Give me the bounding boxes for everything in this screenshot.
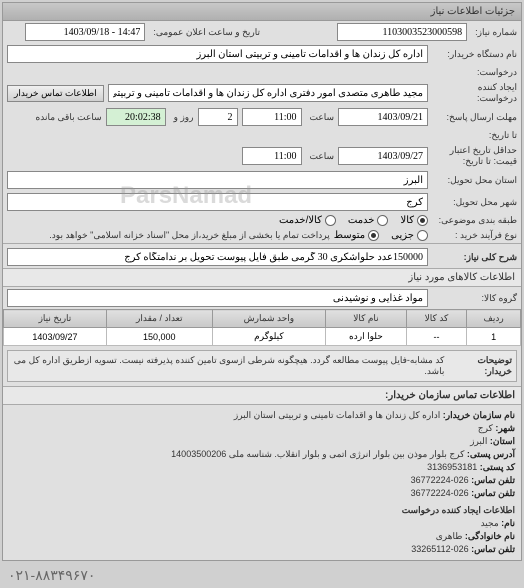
need-number-input[interactable] [337, 23, 467, 41]
td-row: 1 [467, 328, 521, 346]
phone-label: تلفن تماس: [471, 475, 515, 485]
time-label-2: ساعت [306, 151, 335, 162]
radio-goods-service-label: کالا/خدمت [279, 215, 322, 226]
buyer-desc-text: کد مشابه-فایل پیوست مطالعه گردد. هیچگونه… [12, 355, 444, 377]
payment-note: پرداخت تمام یا بخشی از مبلغ خرید،از محل … [7, 230, 330, 241]
creator-input[interactable] [108, 84, 428, 102]
buyer-name-label: نام دستگاه خریدار: [432, 49, 517, 60]
radio-medium-label: متوسط [334, 230, 365, 241]
request-label: درخواست: [432, 67, 517, 78]
days-value[interactable] [198, 108, 238, 126]
panel-title: جزئیات اطلاعات نیاز [3, 3, 521, 21]
buyer-name-input[interactable] [7, 45, 428, 63]
family-label: نام خانوادگی: [465, 531, 515, 541]
city-value: کرج [478, 423, 493, 433]
radio-service[interactable]: خدمت [348, 215, 389, 226]
th-unit: واحد شمارش [212, 310, 326, 328]
th-row: ردیف [467, 310, 521, 328]
delivery-province-input[interactable] [7, 171, 428, 189]
radio-medium-icon [368, 230, 379, 241]
validity-time[interactable] [242, 147, 302, 165]
buyer-desc-label: توضیحات خریدار: [444, 355, 512, 377]
radio-small[interactable]: جزیی [391, 230, 428, 241]
creator-label: ایجاد کننده درخواست: [432, 82, 517, 104]
fax-value: 026-36772224 [411, 488, 469, 498]
th-code: کد کالا [406, 310, 467, 328]
radio-goods-service[interactable]: کالا/خدمت [279, 215, 336, 226]
deadline-to-label: تا تاریخ: [432, 130, 517, 141]
group-label: گروه کالا: [432, 293, 517, 304]
creator-phone-value: 026-33265112 [411, 544, 468, 554]
delivery-city-input[interactable] [7, 193, 428, 211]
name-label: نام: [501, 518, 515, 528]
group-input[interactable] [7, 289, 428, 307]
subject-type-label: طبقه بندی موضوعی: [432, 215, 517, 226]
city-label: شهر: [495, 423, 515, 433]
need-details-panel: جزئیات اطلاعات نیاز شماره نیاز: تاریخ و … [2, 2, 522, 561]
contact-info-block: نام سازمان خریدار: اداره کل زندان ها و ا… [3, 405, 521, 560]
radio-goods-icon [417, 215, 428, 226]
td-qty: 150,000 [106, 328, 212, 346]
radio-goods[interactable]: کالا [400, 215, 428, 226]
time-label-1: ساعت [306, 112, 335, 123]
creator-phone-label: تلفن تماس: [471, 544, 515, 554]
radio-small-icon [417, 230, 428, 241]
name-value: مجید [481, 518, 499, 528]
validity-date[interactable] [338, 147, 428, 165]
remaining-label: ساعت باقی مانده [32, 112, 102, 123]
td-unit: کیلوگرم [212, 328, 326, 346]
phone-value: 026-36772224 [411, 475, 469, 485]
need-title-input[interactable] [7, 248, 428, 266]
postal-code-value: 3136953181 [427, 462, 477, 472]
buy-type-label: نوع فرآیند خرید : [432, 230, 517, 241]
remaining-time [106, 108, 166, 126]
th-qty: تعداد / مقدار [106, 310, 212, 328]
td-date: 1403/09/27 [4, 328, 107, 346]
radio-small-label: جزیی [391, 230, 414, 241]
creator-info-title: اطلاعات ایجاد کننده درخواست [9, 504, 515, 517]
validity-label: حداقل تاریخ اعتبار قیمت: تا تاریخ: [432, 145, 517, 167]
postal-address-value: کرج بلوار موذن بین بلوار انرژی اتمی و بل… [171, 449, 464, 459]
td-name: حلوا ارده [326, 328, 407, 346]
radio-service-label: خدمت [348, 215, 375, 226]
radio-goods-service-icon [325, 215, 336, 226]
td-code: -- [406, 328, 467, 346]
subject-type-radios: کالا خدمت کالا/خدمت [279, 215, 428, 226]
postal-address-label: آدرس پستی: [467, 449, 515, 459]
province-value: البرز [470, 436, 487, 446]
table-header-row: ردیف کد کالا نام کالا واحد شمارش تعداد /… [4, 310, 521, 328]
delivery-city-label: شهر محل تحویل: [432, 197, 517, 208]
goods-section-title: اطلاعات کالاهای مورد نیاز [3, 268, 521, 287]
days-label: روز و [170, 112, 194, 123]
deadline-from-time[interactable] [242, 108, 302, 126]
need-number-label: شماره نیاز: [471, 27, 517, 38]
deadline-from-label: مهلت ارسال پاسخ: [432, 112, 517, 123]
th-name: نام کالا [326, 310, 407, 328]
province-label: استان: [490, 436, 515, 446]
postal-code-label: کد پستی: [480, 462, 515, 472]
th-date: تاریخ نیاز [4, 310, 107, 328]
radio-service-icon [377, 215, 388, 226]
table-row[interactable]: 1 -- حلوا ارده کیلوگرم 150,000 1403/09/2… [4, 328, 521, 346]
contact-buyer-button[interactable]: اطلاعات تماس خریدار [7, 85, 104, 102]
need-title-label: شرح کلی نیاز: [432, 252, 517, 263]
org-value: اداره کل زندان ها و اقدامات تامینی و ترب… [234, 410, 440, 420]
family-value: طاهری [436, 531, 463, 541]
buyer-desc-box: توضیحات خریدار: کد مشابه-فایل پیوست مطال… [7, 350, 517, 382]
deadline-from-date[interactable] [338, 108, 428, 126]
org-label: نام سازمان خریدار: [443, 410, 515, 420]
delivery-province-label: استان محل تحویل: [432, 175, 517, 186]
fax-label: تلفن تماس: [471, 488, 515, 498]
announce-label: تاریخ و ساعت اعلان عمومی: [149, 27, 260, 38]
radio-goods-label: کالا [400, 215, 414, 226]
goods-table: ردیف کد کالا نام کالا واحد شمارش تعداد /… [3, 309, 521, 346]
contact-section-title: اطلاعات تماس سازمان خریدار: [3, 386, 521, 405]
announce-input[interactable] [25, 23, 145, 41]
buy-type-radios: جزیی متوسط [334, 230, 428, 241]
radio-medium[interactable]: متوسط [334, 230, 379, 241]
